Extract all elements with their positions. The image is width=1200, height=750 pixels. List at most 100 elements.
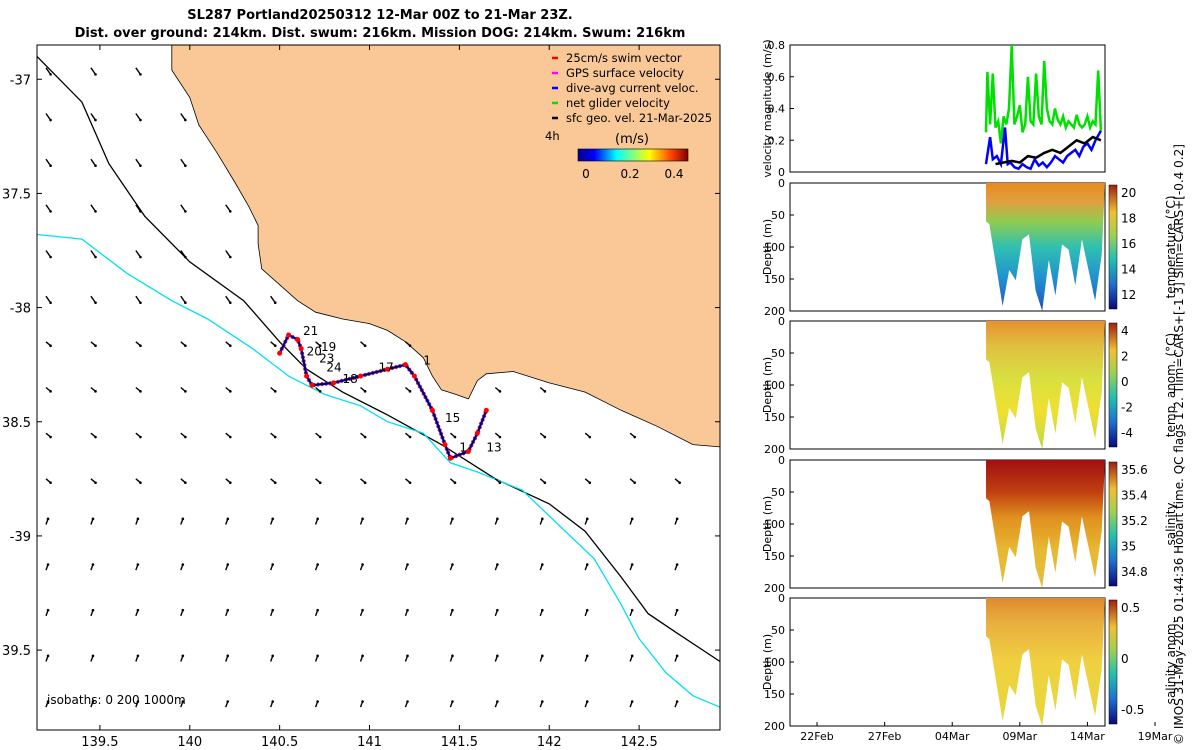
time-tick-label: 19Mar — [1138, 730, 1173, 743]
current-vector-head — [496, 608, 499, 612]
current-vector-head — [46, 700, 50, 703]
current-vector-head — [273, 481, 277, 484]
current-vector-head — [363, 390, 367, 393]
track-day-label: 19 — [321, 340, 336, 354]
profile-colorbar — [1108, 184, 1118, 310]
current-vector-head — [361, 654, 364, 658]
time-tick-label: 09Mar — [1002, 730, 1037, 743]
current-vector-head — [139, 118, 142, 122]
track-point — [304, 373, 310, 379]
current-vector-head — [271, 654, 275, 658]
colorbar-axis-label: salinity — [1164, 502, 1178, 545]
current-vector-head — [585, 654, 589, 658]
track-point — [358, 373, 364, 379]
current-vector-head — [184, 118, 187, 122]
current-vector-head — [496, 563, 499, 566]
current-vector-head — [139, 481, 142, 484]
current-vector-head — [630, 700, 634, 703]
current-vector-head — [271, 700, 275, 703]
profile-heatmap-area — [986, 183, 1105, 311]
depth-tick-label: 50 — [771, 209, 785, 222]
current-vector-head — [273, 344, 277, 347]
map-y-tick-label: -38 — [10, 302, 31, 317]
map-y-tick-label: -39 — [10, 530, 31, 545]
current-vector-head — [184, 481, 187, 484]
legend-entry: net glider velocity — [566, 96, 670, 110]
track-day-label: 13 — [486, 440, 501, 454]
current-vector-head — [49, 255, 52, 259]
current-vector-head — [630, 654, 634, 658]
current-vector-head — [496, 517, 499, 521]
current-vector-head — [181, 608, 185, 612]
chart-title-line1: SL287 Portland20250312 12-Mar 00Z to 21-… — [187, 8, 573, 23]
current-vector-head — [139, 390, 142, 393]
current-vector-head — [229, 255, 232, 259]
current-vector-head — [94, 344, 97, 347]
current-vector-head — [361, 517, 364, 521]
current-vector-head — [139, 344, 142, 347]
track-point — [442, 442, 448, 448]
colorbar-tick-label: 0 — [1121, 652, 1129, 666]
current-vector-head — [498, 390, 502, 393]
current-vector-head — [94, 435, 97, 439]
current-vector-head — [91, 654, 95, 658]
legend-entry: 25cm/s swim vector — [566, 51, 682, 65]
chart-title-line2: Dist. over ground: 214km. Dist. swum: 21… — [74, 26, 686, 41]
current-vector-head — [318, 435, 322, 439]
current-vector-arrow — [225, 204, 231, 212]
map-x-tick-label: 140 — [177, 735, 202, 750]
colorbar-tick-label: 20 — [1121, 186, 1136, 200]
velocity-y-axis-label: velocity magnitude (m/s) — [761, 39, 774, 177]
current-vector-head — [406, 654, 409, 658]
colorbar-tick-label: 35.4 — [1121, 489, 1148, 503]
land-polygon — [37, 45, 720, 448]
current-vector-head — [94, 255, 97, 259]
profile-heatmap-area — [986, 460, 1105, 588]
current-vector-head — [226, 654, 230, 658]
current-vector-head — [585, 563, 589, 566]
map-x-tick-label: 140.5 — [261, 735, 298, 750]
current-vector-head — [94, 390, 97, 393]
legend-entry: sfc geo. vel. 21-Mar-2025 — [566, 111, 712, 125]
current-vector-head — [453, 481, 457, 484]
current-vector-head — [361, 563, 364, 566]
velocity-series-line — [995, 135, 1102, 166]
track-point — [384, 366, 390, 372]
current-vector-head — [49, 435, 52, 439]
current-vector-head — [49, 210, 52, 213]
depth-axis-label: Depth (m) — [761, 634, 774, 690]
current-vector-head — [675, 654, 679, 658]
current-vector-arrow — [45, 295, 52, 304]
current-vector-head — [91, 517, 95, 521]
colorbar-tick-label: -2 — [1121, 401, 1133, 415]
current-vector-arrow — [45, 204, 52, 212]
colorbar-tick-label: -0.5 — [1121, 703, 1144, 717]
depth-tick-label: 0 — [778, 454, 785, 467]
colorbar-tick-label: 0 — [1121, 375, 1129, 389]
current-vector-head — [226, 700, 230, 703]
current-vector-head — [139, 435, 142, 439]
profile-colorbar — [1108, 461, 1118, 587]
track-day-label: 23 — [319, 351, 334, 365]
map-y-tick-label: -37 — [10, 73, 31, 88]
track-point — [429, 407, 435, 413]
depth-tick-label: 0 — [778, 177, 785, 190]
colorbar-axis-label: temperature (°C) — [1164, 196, 1178, 299]
depth-tick-label: 200 — [764, 582, 785, 595]
current-vector-head — [585, 517, 589, 521]
current-vector-arrow — [135, 204, 142, 212]
current-vector-head — [541, 563, 544, 566]
current-vector-head — [139, 301, 142, 305]
current-vector-head — [316, 563, 319, 566]
current-vector-head — [49, 390, 52, 393]
current-vector-head — [453, 435, 457, 439]
current-vector-head — [46, 517, 50, 521]
depth-tick-label: 200 — [764, 443, 785, 456]
track-day-label: 1 — [459, 440, 467, 454]
track-point — [483, 407, 489, 413]
velocity-y-tick-label: 0.6 — [768, 71, 786, 84]
current-vector-head — [406, 700, 409, 703]
current-vector-head — [273, 390, 277, 393]
depth-tick-label: 150 — [764, 273, 785, 286]
